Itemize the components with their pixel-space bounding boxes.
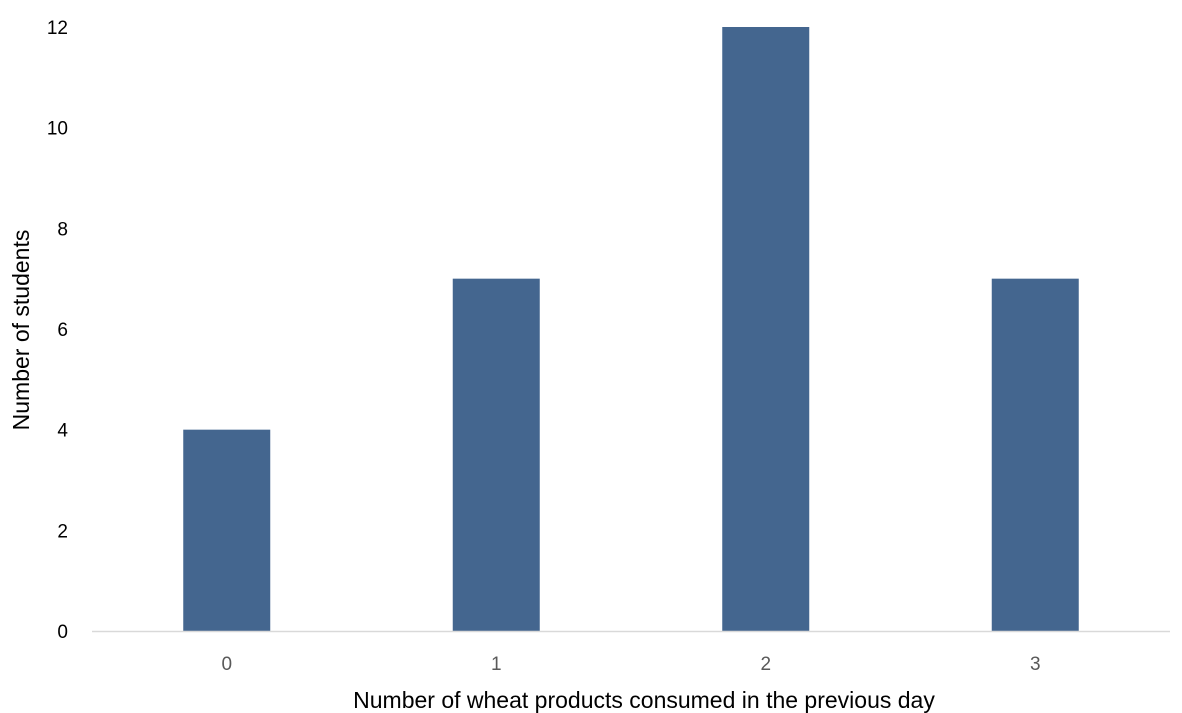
- y-tick-label: 12: [47, 18, 68, 39]
- y-tick-label: 2: [57, 521, 68, 542]
- bar-0: [183, 429, 271, 631]
- y-tick-label: 10: [47, 119, 68, 140]
- bar-series: [183, 27, 1079, 631]
- y-tick-label: 6: [57, 320, 68, 341]
- x-tick-label: 3: [1030, 654, 1041, 675]
- y-axis-ticks: 0 2 4 6 8 10 12: [47, 18, 69, 643]
- bar-1: [452, 278, 540, 631]
- y-axis-title: Number of students: [8, 230, 34, 431]
- y-tick-label: 8: [57, 219, 68, 240]
- x-tick-label: 2: [760, 654, 771, 675]
- y-tick-label: 0: [57, 622, 68, 643]
- bar-3: [991, 278, 1079, 631]
- x-tick-label: 1: [491, 654, 502, 675]
- bar-2: [722, 27, 810, 631]
- y-tick-label: 4: [57, 421, 68, 442]
- x-axis-ticks: 0 1 2 3: [221, 654, 1040, 675]
- x-axis-title: Number of wheat products consumed in the…: [353, 687, 935, 713]
- x-tick-label: 0: [221, 654, 232, 675]
